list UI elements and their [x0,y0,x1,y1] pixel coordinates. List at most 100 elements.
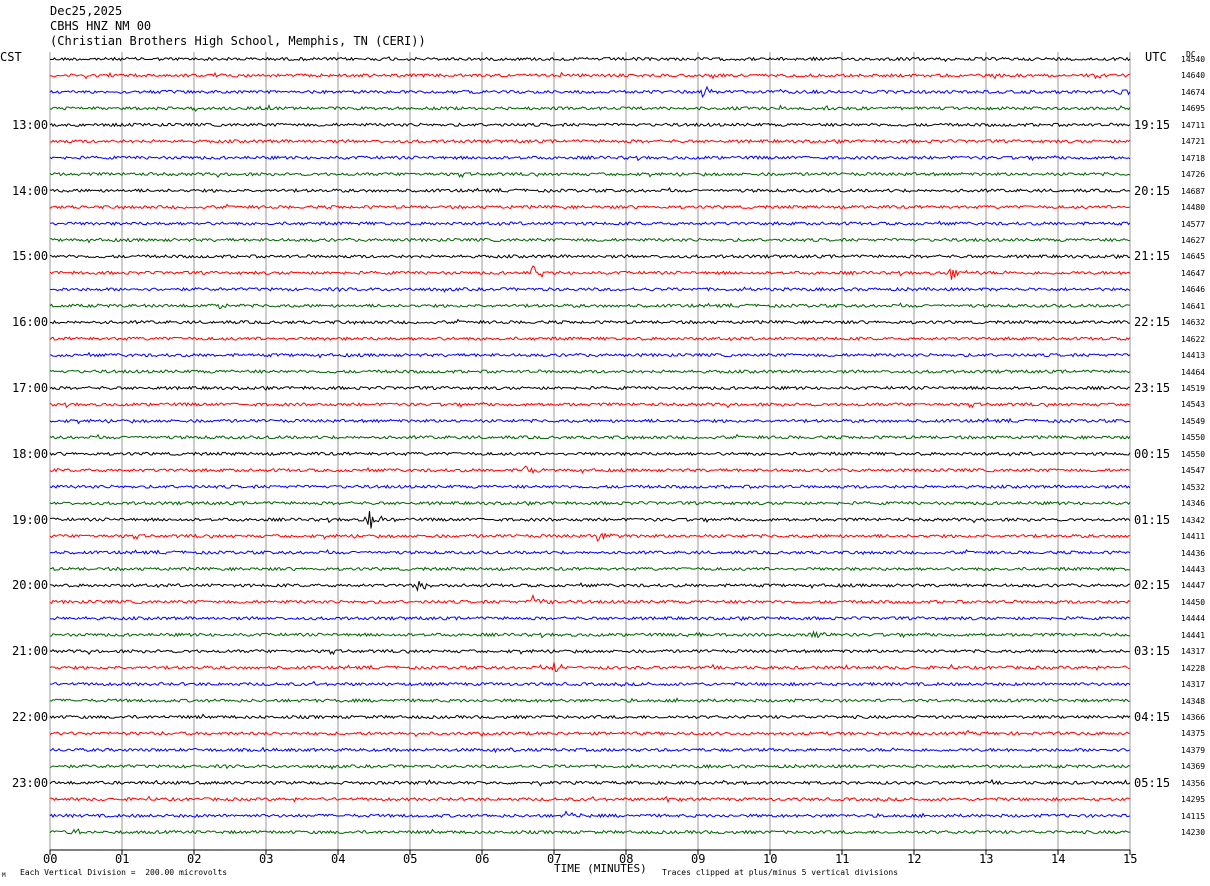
right-hour-label: 04:15 [1134,710,1171,724]
dc-offset-label: 14411 [1181,532,1206,542]
trace-10 [49,220,1131,227]
trace-17 [49,336,1131,342]
right-hour-label: 05:15 [1134,775,1171,790]
dc-offset-label: 14317 [1181,647,1206,657]
trace-32 [49,580,1131,592]
trace-5 [49,138,1131,145]
dc-offset-label: 14413 [1181,351,1206,361]
trace-0 [49,56,1131,63]
dc-offset-label: 14379 [1181,745,1206,755]
trace-12 [49,253,1131,260]
dc-offset-label: 14464 [1181,367,1206,377]
dc-offset-label: 14640 [1181,71,1206,81]
x-tick-label: 15 [1123,852,1138,866]
right-timezone-label: UTC [1145,50,1167,64]
trace-22 [49,417,1131,425]
trace-11 [49,237,1131,244]
trace-30 [49,548,1131,556]
dc-offset-label: 14641 [1181,301,1206,311]
dc-offset-label: 14450 [1181,597,1206,607]
dc-offset-label: 14441 [1181,630,1206,640]
x-axis-title: TIME (MINUTES) [554,862,647,875]
x-tick-label: 14 [1051,852,1066,866]
x-tick-label: 05 [403,852,418,866]
trace-46 [49,810,1131,819]
dc-offset-label: 14230 [1181,828,1206,838]
trace-24 [49,451,1131,457]
x-tick-label: 06 [475,852,490,866]
x-tick-label: 12 [907,852,922,866]
left-hour-label: 19:00 [12,512,49,527]
dc-offset-label: 14622 [1181,334,1206,344]
dc-offset-label: 14547 [1181,466,1206,476]
dc-column-label: DC [1186,50,1196,59]
x-tick-label: 04 [331,852,346,866]
x-tick-label: 13 [979,852,994,866]
dc-offset-label: 14532 [1181,482,1206,492]
trace-41 [49,729,1131,738]
left-hour-label: 15:00 [12,249,49,264]
trace-34 [49,615,1131,622]
x-tick-label: 09 [691,852,706,866]
right-hour-label: 21:15 [1134,249,1171,264]
trace-38 [49,680,1131,688]
left-hour-label: 13:00 [12,117,49,132]
dc-offset-label: 14348 [1181,696,1206,706]
trace-15 [49,302,1131,310]
trace-20 [49,385,1131,391]
dc-offset-label: 14646 [1181,285,1206,295]
trace-42 [49,746,1131,754]
header-date: Dec25,2025 [50,4,123,18]
x-tick-label: 02 [187,852,202,866]
dc-offset-label: 14627 [1181,235,1206,245]
corner-mark: M [2,872,6,879]
trace-40 [49,713,1131,720]
trace-29 [49,532,1131,542]
dc-offset-label: 14346 [1181,499,1206,509]
right-hour-label: 20:15 [1134,183,1171,198]
trace-39 [49,697,1131,704]
dc-offset-label: 14480 [1181,203,1206,213]
trace-31 [49,566,1131,572]
dc-offset-label: 14695 [1181,104,1206,114]
dc-offset-label: 14549 [1181,416,1206,426]
trace-18 [49,351,1131,359]
dc-offset-label: 14718 [1181,153,1206,163]
dc-offset-label: 14674 [1181,87,1206,97]
header-location: (Christian Brothers High School, Memphis… [50,34,426,48]
right-hour-label: 02:15 [1134,578,1171,593]
dc-offset-label: 14366 [1181,713,1206,722]
dc-offset-label: 14687 [1181,186,1206,196]
left-hour-label: 21:00 [12,644,49,659]
trace-3 [49,104,1131,112]
right-hour-label: 03:15 [1134,644,1171,659]
trace-21 [49,401,1131,409]
trace-36 [49,648,1131,656]
dc-offset-label: 14519 [1181,384,1206,393]
trace-33 [49,594,1131,605]
trace-6 [49,155,1131,162]
trace-19 [49,369,1131,375]
trace-23 [49,433,1131,441]
right-hour-label: 01:15 [1134,512,1171,527]
dc-offset-label: 14632 [1181,318,1206,328]
x-tick-label: 00 [43,852,58,866]
dc-offset-label: 14550 [1181,433,1206,443]
dc-offset-label: 14375 [1181,729,1206,739]
trace-27 [49,500,1131,507]
trace-4 [49,122,1131,128]
x-tick-label: 07 [547,852,562,866]
trace-25 [49,465,1131,475]
trace-8 [49,187,1131,194]
left-hour-label: 18:00 [12,446,49,461]
trace-1 [49,71,1131,80]
dc-offset-label: 14443 [1181,564,1206,574]
dc-offset-label: 14447 [1181,581,1206,591]
dc-offset-label: 14726 [1181,170,1206,180]
dc-offset-label: 14115 [1181,811,1206,821]
trace-16 [49,318,1131,325]
trace-13 [49,265,1131,280]
dc-offset-label: 14721 [1181,137,1206,147]
dc-offset-label: 14295 [1181,795,1206,805]
